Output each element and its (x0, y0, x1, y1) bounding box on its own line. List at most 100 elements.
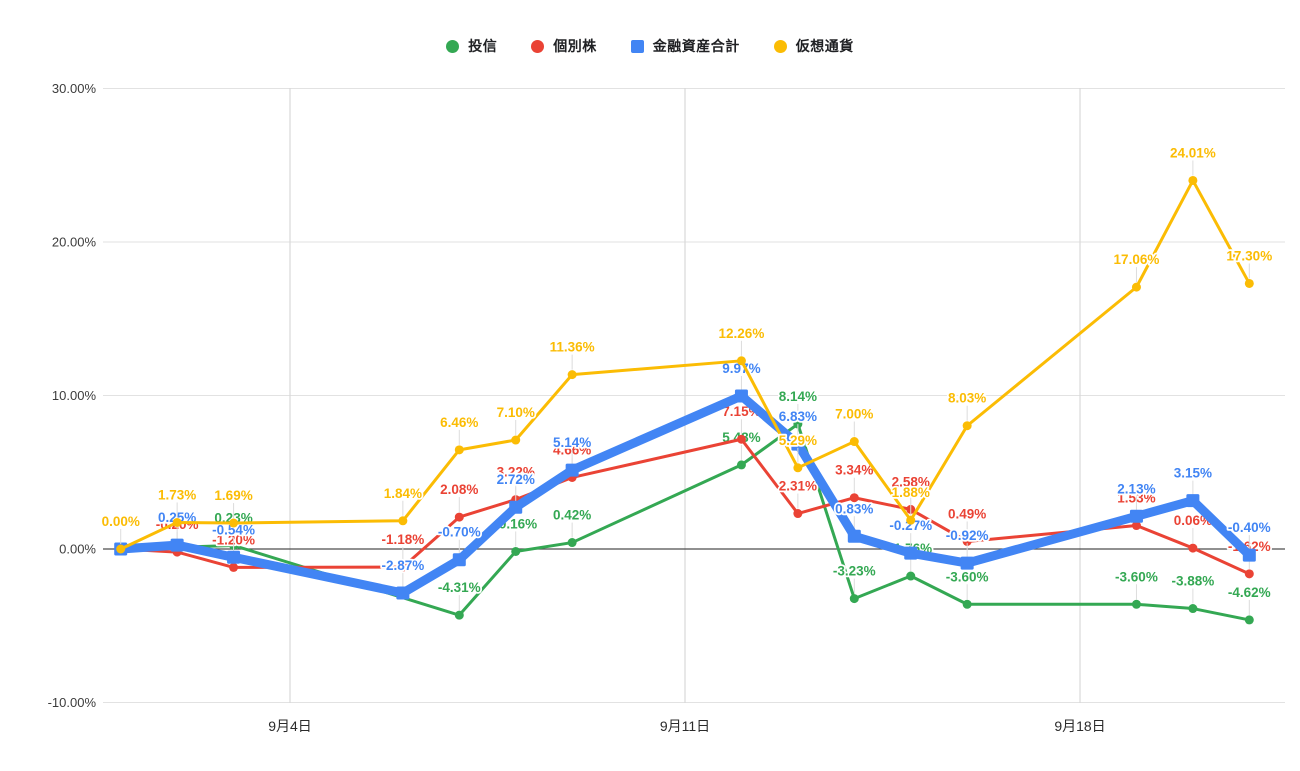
data-point-total-financial-assets[interactable] (509, 500, 523, 514)
legend-item-crypto[interactable]: 仮想通貨 (773, 36, 854, 56)
data-point-individual-stocks[interactable] (849, 493, 859, 503)
data-point-crypto[interactable] (962, 421, 972, 431)
data-label-individual-stocks: 2.31% (779, 479, 817, 494)
data-point-crypto[interactable] (793, 463, 803, 473)
data-point-total-financial-assets[interactable] (227, 550, 241, 564)
y-axis-tick-label: 30.00% (52, 81, 97, 96)
data-label-total-financial-assets: 2.72% (497, 472, 535, 487)
data-point-individual-stocks[interactable] (793, 509, 803, 519)
data-point-crypto[interactable] (172, 517, 182, 527)
data-label-crypto: 1.69% (214, 488, 252, 503)
legend-item-individual-stocks[interactable]: 個別株 (531, 36, 597, 56)
data-label-investment-trust: -3.88% (1171, 574, 1214, 589)
legend-label: 金融資産合計 (652, 38, 740, 54)
data-label-total-financial-assets: 5.14% (553, 435, 591, 450)
data-label-total-financial-assets: 2.13% (1117, 481, 1155, 496)
data-point-investment-trust[interactable] (849, 594, 859, 604)
data-point-investment-trust[interactable] (567, 538, 577, 548)
data-point-individual-stocks[interactable] (1131, 521, 1141, 531)
data-point-total-financial-assets[interactable] (960, 556, 974, 570)
legend-swatch-circle-icon (446, 39, 460, 53)
data-point-investment-trust[interactable] (1188, 604, 1198, 614)
data-point-total-financial-assets[interactable] (1186, 494, 1200, 508)
data-point-crypto[interactable] (736, 356, 746, 366)
legend-item-total-financial-assets[interactable]: 金融資産合計 (630, 36, 740, 56)
data-point-total-financial-assets[interactable] (791, 437, 805, 451)
data-point-crypto[interactable] (511, 435, 521, 445)
data-label-individual-stocks: -1.18% (381, 532, 424, 547)
data-point-crypto[interactable] (116, 544, 126, 554)
data-point-investment-trust[interactable] (962, 599, 972, 609)
data-label-crypto: 17.30% (1226, 248, 1272, 263)
data-point-crypto[interactable] (849, 437, 859, 447)
data-label-investment-trust: -3.23% (833, 564, 876, 579)
data-label-crypto: 6.46% (440, 415, 478, 430)
data-label-investment-trust: 0.42% (553, 508, 591, 523)
data-point-individual-stocks[interactable] (398, 562, 408, 572)
data-point-investment-trust[interactable] (736, 460, 746, 470)
data-point-investment-trust[interactable] (906, 571, 916, 581)
data-label-crypto: 8.03% (948, 391, 986, 406)
data-point-crypto[interactable] (567, 370, 577, 380)
data-label-crypto: 17.06% (1114, 252, 1160, 267)
data-label-investment-trust: -3.60% (946, 569, 989, 584)
data-label-total-financial-assets: -0.92% (946, 528, 989, 543)
data-label-total-financial-assets: -0.54% (212, 522, 255, 537)
legend-item-investment-trust[interactable]: 投信 (446, 36, 497, 56)
data-point-investment-trust[interactable] (1131, 599, 1141, 609)
data-point-individual-stocks[interactable] (1244, 569, 1254, 579)
data-label-crypto: 7.00% (835, 407, 873, 422)
data-label-total-financial-assets: 9.97% (722, 361, 760, 376)
y-axis-labels: 30.00% 20.00% 10.00% 0.00% -10.00% (48, 81, 97, 710)
data-label-individual-stocks: 3.22% (497, 465, 535, 480)
data-point-individual-stocks[interactable] (454, 512, 464, 522)
data-point-total-financial-assets[interactable] (170, 538, 184, 552)
data-point-individual-stocks[interactable] (736, 434, 746, 444)
legend-label: 仮想通貨 (795, 38, 854, 54)
data-point-crypto[interactable] (454, 445, 464, 455)
data-point-total-financial-assets[interactable] (904, 546, 918, 560)
data-label-individual-stocks: 0.49% (948, 506, 986, 521)
data-point-investment-trust[interactable] (511, 546, 521, 556)
data-point-investment-trust[interactable] (793, 419, 803, 429)
data-point-total-financial-assets[interactable] (1129, 509, 1143, 523)
legend-swatch-circle-icon (531, 39, 545, 53)
data-label-individual-stocks: 4.66% (553, 442, 591, 457)
data-label-total-financial-assets: -0.70% (438, 525, 481, 540)
data-point-total-financial-assets[interactable] (396, 586, 410, 600)
data-point-crypto[interactable] (1244, 278, 1254, 288)
x-axis-tick-label: 9月18日 (1054, 718, 1105, 734)
data-point-crypto[interactable] (1131, 282, 1141, 292)
legend-swatch-square-icon (630, 39, 644, 53)
series-crypto: 0.00% 1.73% 1.69% 1.84% 6.46% 7.10% 11.36% 12.2… (100, 144, 1274, 554)
data-point-investment-trust[interactable] (1244, 615, 1254, 625)
v-gridlines: 9月4日 9月11日 9月18日 (268, 88, 1106, 734)
data-point-crypto[interactable] (906, 515, 916, 525)
data-point-crypto[interactable] (398, 516, 408, 526)
data-label-total-financial-assets: -2.87% (381, 558, 424, 573)
series-investment-trust: 0.23%-4.31%-0.16%0.42%5.48%8.14%-3.23%-1… (116, 387, 1272, 625)
data-label-total-financial-assets: -0.27% (889, 518, 932, 533)
data-label-crypto: 1.88% (892, 485, 930, 500)
legend-label: 投信 (468, 38, 498, 54)
data-point-total-financial-assets[interactable] (734, 389, 748, 403)
data-label-investment-trust: -4.62% (1228, 585, 1271, 600)
data-point-total-financial-assets[interactable] (847, 529, 861, 543)
data-point-total-financial-assets[interactable] (1242, 548, 1256, 562)
data-point-investment-trust[interactable] (454, 610, 464, 620)
data-label-investment-trust: -4.31% (438, 580, 481, 595)
data-label-crypto: 24.01% (1170, 145, 1216, 160)
data-point-individual-stocks[interactable] (229, 562, 239, 572)
data-point-crypto[interactable] (1188, 175, 1198, 185)
data-point-individual-stocks[interactable] (1188, 543, 1198, 553)
data-label-total-financial-assets: 3.15% (1174, 466, 1212, 481)
data-point-individual-stocks[interactable] (962, 536, 972, 546)
data-point-total-financial-assets[interactable] (452, 553, 466, 567)
y-axis-tick-label: 20.00% (52, 235, 97, 250)
data-label-crypto: 12.26% (719, 326, 765, 341)
y-axis-tick-label: -10.00% (48, 695, 97, 710)
data-point-total-financial-assets[interactable] (565, 463, 579, 477)
series-total-financial-assets: 0.25%-0.54%-2.87%-0.70%2.72%5.14%9.97%6.… (114, 359, 1272, 600)
data-point-crypto[interactable] (229, 518, 239, 528)
